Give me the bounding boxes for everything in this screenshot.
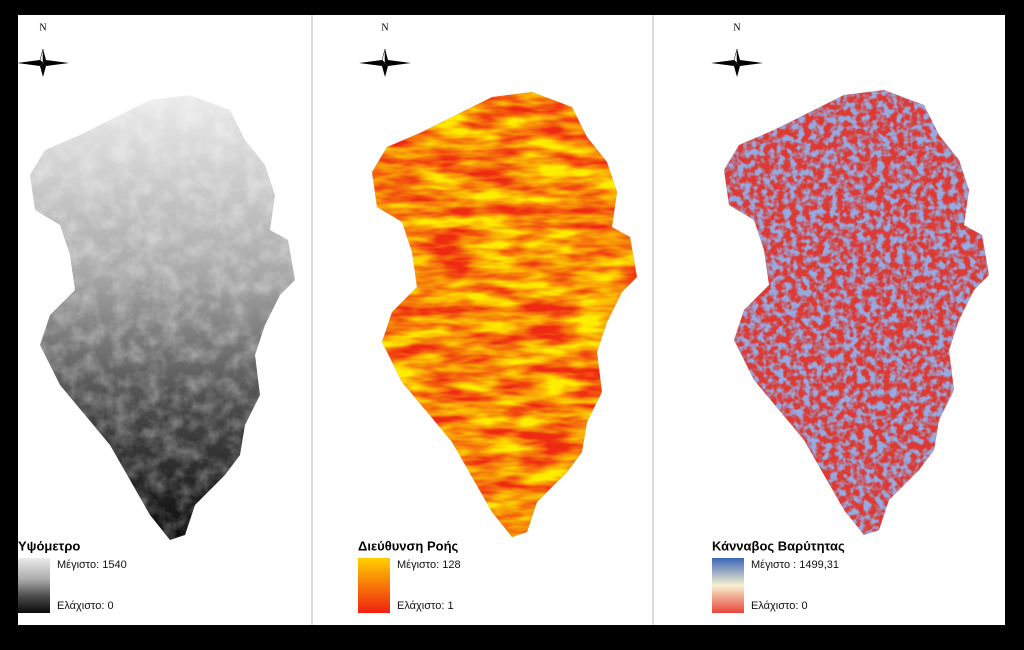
north-label: N [381, 22, 388, 33]
legend-ramp [358, 558, 390, 613]
north-label: N [39, 22, 46, 33]
legend-max: Μέγιστο : 1499,31 [751, 559, 839, 571]
legend-min: Ελάχιστο: 0 [751, 600, 808, 612]
north-label: N [733, 22, 740, 33]
legend-title: Διεύθυνση Ροής [358, 538, 459, 553]
legend-min: Ελάχιστο: 0 [57, 600, 114, 612]
legend-max: Μέγιστο: 1540 [57, 559, 127, 571]
legend-title: Υψόμετρο [18, 538, 80, 553]
legend-min: Ελάχιστο: 1 [397, 600, 454, 612]
legend-title: Κάνναβος Βαρύτητας [712, 538, 845, 553]
legend-ramp [712, 558, 744, 613]
legend-ramp [18, 558, 50, 613]
legend-max: Μέγιστο: 128 [397, 559, 461, 571]
